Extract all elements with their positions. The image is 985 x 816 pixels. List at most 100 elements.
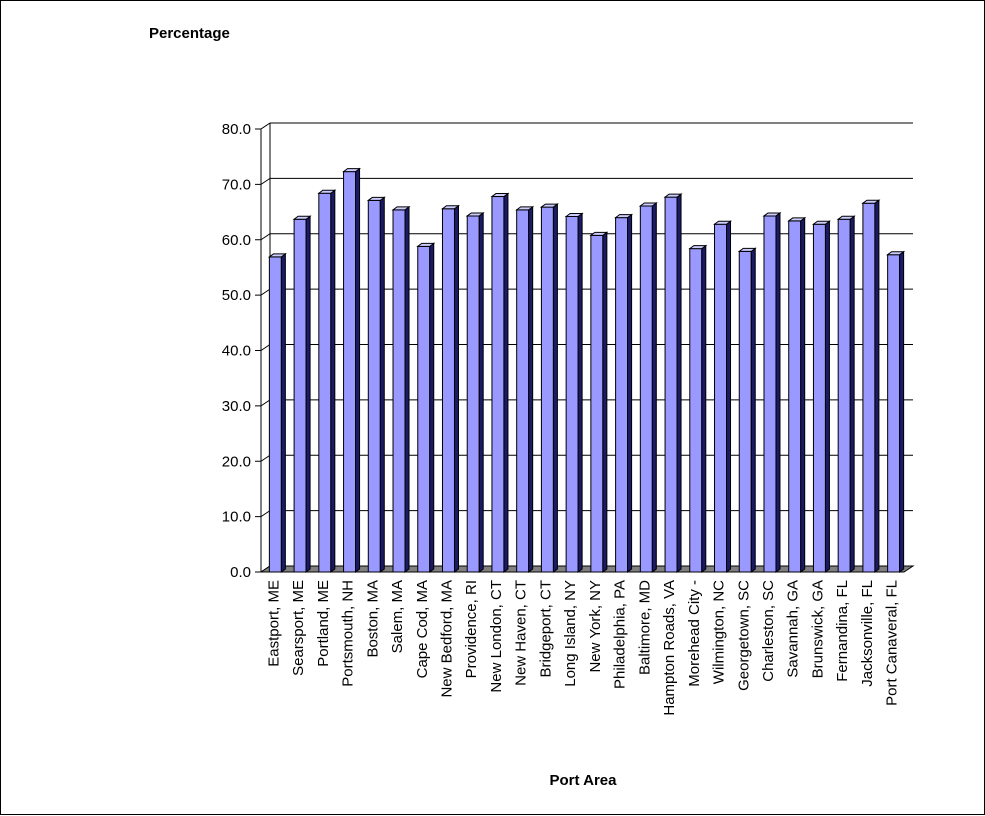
bar — [490, 192, 510, 573]
bars-layer — [267, 167, 906, 573]
bar-side — [627, 213, 633, 573]
bar-side — [577, 212, 583, 573]
gridline-connector — [260, 177, 271, 185]
bar-front — [664, 196, 678, 573]
bar-side — [849, 215, 855, 573]
x-tick-label: Salem, MA — [389, 580, 406, 653]
bar — [292, 215, 312, 573]
bar-side — [503, 192, 509, 573]
bar-front — [639, 205, 653, 573]
x-tick-label: Charleston, SC — [760, 580, 777, 682]
bar — [886, 250, 906, 573]
x-tick-label: Brunswick, GA — [809, 580, 826, 678]
bar-side — [726, 220, 732, 573]
bar-front — [268, 256, 282, 573]
x-tick-label: Portland, ME — [315, 580, 332, 667]
bar-front — [837, 218, 851, 573]
bar-front — [417, 245, 431, 573]
bar — [737, 247, 757, 573]
x-tick-label: Cape Cod, MA — [414, 580, 431, 678]
x-tick-label: Morehead City - — [686, 580, 703, 687]
bar-top — [614, 214, 634, 219]
bar-side — [676, 193, 682, 573]
bar-side — [701, 244, 707, 573]
bar-side — [874, 199, 880, 573]
bar — [539, 203, 559, 573]
bar-front — [812, 223, 826, 573]
x-tick-label: New York, NY — [587, 580, 604, 673]
bar-front — [763, 215, 777, 573]
bar-top — [440, 205, 460, 210]
bar — [416, 242, 436, 573]
x-tick-label: Philadelphia, PA — [612, 580, 629, 689]
x-tick-label: Boston, MA — [364, 580, 381, 658]
bar-side — [429, 242, 435, 573]
x-tick-label: Long Island, NY — [562, 580, 579, 687]
x-tick-label: Eastport, ME — [265, 580, 282, 667]
gridline-connector — [260, 399, 271, 407]
y-tick-label: 0.0 — [230, 564, 251, 581]
bar-side — [800, 216, 806, 573]
bar-top — [688, 245, 708, 250]
bar-side — [280, 252, 286, 573]
x-tick-label: Savannah, GA — [785, 580, 802, 678]
y-tick-label: 80.0 — [222, 121, 251, 138]
bar-side — [824, 220, 830, 573]
y-tick-label: 40.0 — [222, 343, 251, 360]
x-tick-label: New London, CT — [488, 580, 505, 693]
bar-front — [367, 199, 381, 573]
x-tick-label: New Bedford, MA — [438, 580, 455, 698]
bar-side — [379, 196, 385, 573]
x-tick-label: Searsport, ME — [290, 580, 307, 676]
y-tick-label: 50.0 — [222, 287, 251, 304]
bar-front — [887, 254, 901, 573]
bar-front — [318, 192, 332, 573]
bar-top — [366, 196, 386, 201]
bar — [787, 216, 807, 573]
bar-top — [886, 251, 906, 256]
x-axis-label: Port Area — [550, 772, 618, 789]
bar — [589, 231, 609, 573]
bar — [663, 193, 683, 573]
bar-front — [590, 234, 604, 573]
gridline-connector — [260, 288, 271, 296]
bar-front — [615, 217, 629, 573]
bar-front — [862, 202, 876, 573]
bar-front — [392, 209, 406, 573]
bar — [861, 199, 881, 573]
bar-front — [788, 220, 802, 573]
bar-front — [738, 250, 752, 573]
bar — [440, 204, 460, 573]
bar — [836, 215, 856, 573]
bar-front — [343, 171, 357, 573]
x-tick-label: Portsmouth, NH — [340, 580, 357, 687]
x-tick-labels: Eastport, ME Searsport, ME Portland, ME Por… — [265, 580, 900, 716]
bar-side — [899, 250, 905, 573]
bar-side — [552, 203, 558, 573]
bar-top — [342, 168, 362, 173]
bar — [465, 211, 485, 573]
bar-top — [490, 193, 510, 198]
bar-side — [404, 205, 410, 573]
bar-top — [465, 212, 485, 217]
gridline-connector — [260, 233, 271, 241]
bar-top — [811, 220, 831, 225]
bar-front — [540, 206, 554, 573]
bar — [564, 212, 584, 573]
bar-top — [539, 203, 559, 208]
bar-top — [317, 189, 337, 194]
bar-top — [638, 202, 658, 207]
bar-side — [453, 204, 459, 573]
bar-side — [602, 231, 608, 573]
bar-side — [478, 211, 484, 573]
bar-side — [775, 211, 781, 573]
bar-front — [491, 196, 505, 573]
bar — [267, 252, 287, 573]
x-tick-label: Baltimore, MD — [636, 580, 653, 675]
bar-front — [689, 248, 703, 573]
y-axis-label: Percentage — [149, 25, 230, 42]
x-tick-label: Port Canaveral, FL — [884, 580, 901, 706]
x-tick-label: Fernandina, FL — [834, 580, 851, 682]
